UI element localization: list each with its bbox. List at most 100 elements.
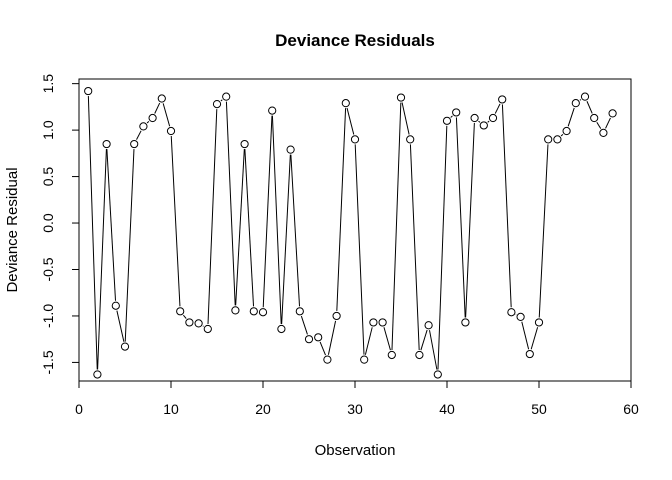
- data-point: [590, 113, 599, 123]
- data-point: [553, 135, 562, 144]
- series-segment: [87, 96, 98, 370]
- data-point: [249, 307, 258, 316]
- data-point: [240, 139, 249, 149]
- data-point: [571, 99, 580, 108]
- data-point: [396, 93, 406, 102]
- series-points: [84, 86, 617, 379]
- data-point: [433, 370, 442, 379]
- series-segment: [521, 321, 530, 350]
- series-segment: [281, 154, 291, 324]
- data-point: [415, 350, 424, 360]
- data-point: [277, 324, 286, 334]
- data-point: [424, 321, 433, 330]
- series-segment: [290, 154, 301, 307]
- series-segment: [437, 125, 448, 370]
- series-segment: [538, 144, 549, 318]
- data-point: [516, 312, 525, 321]
- x-axis: 0 10 20 30 40 50 60: [75, 380, 639, 417]
- series-segment: [586, 101, 593, 114]
- series-segment: [354, 144, 365, 355]
- series-segment: [364, 327, 373, 355]
- series-segment: [346, 107, 355, 135]
- data-point: [148, 113, 157, 123]
- data-point: [369, 318, 378, 327]
- data-point: [185, 318, 194, 327]
- series-segment: [146, 121, 150, 124]
- data-point: [304, 335, 314, 344]
- series-segment: [244, 149, 255, 307]
- data-point: [525, 349, 534, 359]
- series-segment: [455, 117, 466, 318]
- series-segment: [170, 136, 181, 307]
- series-segment: [154, 102, 161, 114]
- series-segment: [501, 104, 512, 308]
- series-segment: [327, 320, 337, 355]
- data-point: [139, 122, 148, 131]
- data-point: [111, 301, 120, 310]
- data-point: [268, 106, 277, 115]
- data-point: [350, 135, 360, 144]
- data-point: [562, 126, 571, 136]
- y-axis-label: Deviance Residual: [4, 167, 21, 292]
- data-point: [442, 116, 452, 125]
- data-point: [176, 307, 185, 316]
- y-tick-label: -0.5: [40, 257, 56, 281]
- y-tick-label: -1.5: [40, 350, 56, 374]
- series-segment: [560, 134, 564, 137]
- series-segment: [420, 329, 428, 351]
- series-segment: [106, 149, 117, 301]
- series-segment: [383, 327, 391, 351]
- data-point: [84, 86, 93, 96]
- data-point: [580, 92, 590, 101]
- series-segment: [262, 115, 273, 308]
- plot-frame: [78, 78, 632, 382]
- series-segment: [596, 122, 602, 129]
- data-point: [461, 318, 470, 327]
- series-segment: [207, 109, 218, 324]
- series-segment: [465, 123, 475, 318]
- series-segment: [530, 327, 539, 350]
- data-point: [130, 139, 139, 149]
- chart-title: Deviance Residuals: [275, 31, 435, 50]
- series-segment: [235, 149, 245, 306]
- data-point: [470, 113, 479, 123]
- data-point: [406, 135, 415, 144]
- data-point: [599, 128, 608, 137]
- series-segment: [567, 107, 575, 127]
- data-point: [479, 121, 488, 130]
- data-point: [341, 99, 350, 108]
- y-tick-label: 0.0: [40, 213, 56, 233]
- data-point: [102, 139, 111, 149]
- series-segment: [336, 108, 347, 311]
- y-tick-label: -1.0: [40, 304, 56, 328]
- x-tick-label: 10: [163, 401, 179, 417]
- series-segment: [136, 130, 142, 140]
- series-segment: [429, 330, 438, 370]
- series-segment: [391, 102, 402, 351]
- data-point: [93, 370, 102, 379]
- x-tick-label: 60: [623, 401, 639, 417]
- x-axis-label: Observation: [315, 442, 396, 459]
- series-segment: [300, 315, 308, 335]
- series-segment: [319, 341, 326, 356]
- data-point: [258, 308, 268, 317]
- series-lines: [87, 96, 611, 370]
- series-segment: [225, 101, 236, 306]
- data-point: [378, 318, 387, 327]
- series-segment: [494, 103, 501, 114]
- x-tick-label: 30: [347, 401, 363, 417]
- series-segment: [450, 115, 453, 118]
- x-tick-label: 40: [439, 401, 455, 417]
- data-point: [387, 350, 396, 360]
- data-point: [534, 318, 544, 327]
- data-point: [323, 355, 332, 364]
- data-point: [157, 94, 166, 103]
- data-point: [332, 311, 341, 321]
- data-point: [203, 324, 212, 334]
- series-segment: [116, 310, 125, 342]
- series-segment: [97, 149, 107, 370]
- data-point: [194, 319, 203, 328]
- data-point: [295, 307, 304, 316]
- data-point: [452, 108, 461, 117]
